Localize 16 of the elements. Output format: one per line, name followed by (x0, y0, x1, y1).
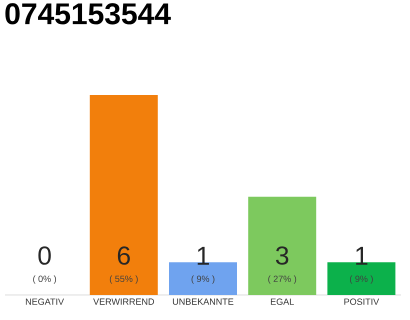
annotation: 3 (276, 246, 288, 265)
annotation: 1 (198, 246, 209, 265)
x-tick-label: EGAL (270, 298, 294, 305)
data-label: ( 55% ) (110, 275, 138, 284)
x-tick-label: POSITIV (344, 298, 380, 305)
x-tick-label: UNBEKANNTE (172, 298, 234, 305)
annotation: 0 (38, 246, 51, 265)
data-label: ( 0% ) (33, 275, 56, 284)
data-label: ( 9% ) (350, 275, 373, 284)
data-label: ( 9% ) (192, 275, 214, 284)
data-label: ( 27% ) (268, 275, 296, 284)
annotation: 6 (118, 246, 130, 265)
annotation: 1 (356, 246, 368, 265)
x-tick-label: VERWIRREND (93, 298, 154, 305)
x-tick-label: NEGATIV (26, 298, 64, 305)
chart-title: 0745153544 (5, 3, 171, 24)
